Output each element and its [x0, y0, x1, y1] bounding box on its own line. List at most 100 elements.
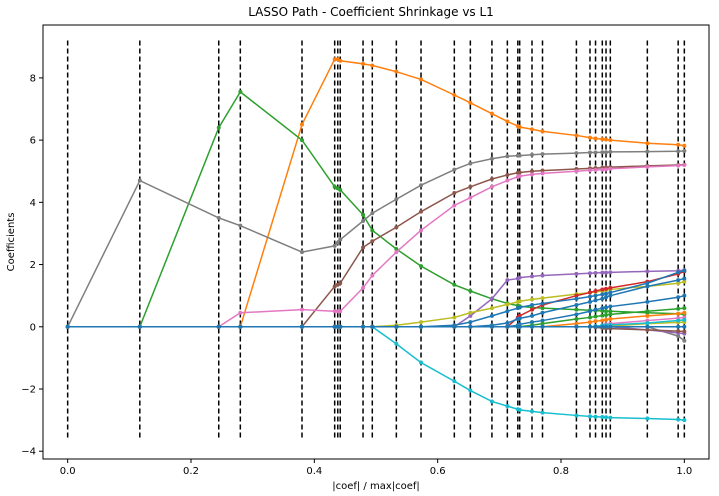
- series-2-point-14: [489, 156, 494, 161]
- series-4-point-12: [452, 203, 457, 208]
- series-9-point-14: [489, 313, 494, 318]
- series-8-point-21: [587, 290, 592, 295]
- series-2-point-7: [338, 237, 343, 242]
- series-5-point-25: [608, 415, 613, 420]
- series-4-point-19: [540, 171, 545, 176]
- series-0-point-11: [419, 77, 424, 82]
- series-13-point-22: [593, 319, 598, 324]
- x-tick-label-1: 0.2: [183, 466, 199, 477]
- series-5-point-10: [394, 341, 399, 346]
- series-2-point-20: [574, 151, 579, 156]
- series-6-point-23: [600, 270, 605, 275]
- series-4-point-22: [593, 167, 598, 172]
- series-2-point-23: [600, 150, 605, 155]
- series-0-point-9: [370, 63, 375, 68]
- series-8-point-18: [530, 307, 535, 312]
- series-13-point-23: [600, 318, 605, 323]
- series-12-point-21: [587, 315, 592, 320]
- series-6-point-22: [593, 270, 598, 275]
- series-11-point-23: [600, 306, 605, 311]
- series-15-point-27: [676, 334, 681, 339]
- series-1-point-23: [600, 308, 605, 313]
- series-4-point-28: [682, 163, 687, 167]
- x-tick-label-5: 1.0: [676, 466, 692, 477]
- series-0-point-25: [608, 138, 613, 143]
- series-11-point-25: [608, 304, 613, 309]
- series-20-point-1: [137, 324, 142, 329]
- series-20-point-27: [676, 324, 681, 329]
- series-0-point-14: [489, 111, 494, 116]
- series-17-point-27: [676, 329, 681, 334]
- series-7-point-18: [530, 297, 535, 302]
- series-12-point-25: [608, 312, 613, 317]
- series-5-point-18: [530, 409, 535, 414]
- series-3-point-19: [540, 168, 545, 173]
- series-0-point-23: [600, 137, 605, 142]
- series-9-point-25: [608, 290, 613, 295]
- series-1-point-24: [604, 309, 609, 314]
- series-5-point-27: [676, 417, 681, 422]
- series-5-point-17: [517, 407, 522, 412]
- series-0-point-7: [338, 58, 343, 63]
- series-15-point-28: [682, 338, 687, 343]
- series-9-point-17: [517, 305, 522, 310]
- chart-title: LASSO Path - Coefficient Shrinkage vs L1: [248, 5, 494, 19]
- series-20-point-8: [361, 324, 366, 329]
- series-9-point-23: [600, 292, 605, 297]
- series-0-point-26: [645, 141, 650, 146]
- series-2-point-26: [645, 149, 650, 154]
- series-4-point-24: [604, 167, 609, 172]
- series-0-point-27: [676, 142, 681, 147]
- series-9-point-13: [468, 320, 473, 325]
- series-0-point-20: [574, 133, 579, 138]
- series-20-point-13: [468, 324, 473, 329]
- series-9-point-24: [604, 291, 609, 296]
- series-3-point-7: [338, 281, 343, 286]
- series-8-point-23: [600, 287, 605, 292]
- series-10-point-28: [682, 276, 687, 281]
- series-0-point-17: [517, 125, 522, 130]
- series-4-point-15: [505, 178, 510, 183]
- series-2-point-12: [452, 167, 457, 172]
- series-5-point-24: [604, 415, 609, 420]
- series-6-point-25: [608, 270, 613, 275]
- series-2-point-13: [468, 161, 473, 166]
- y-axis-label: Coefficients: [6, 213, 17, 272]
- series-13-point-20: [574, 321, 579, 326]
- series-6-point-26: [645, 269, 650, 274]
- series-6-point-21: [587, 271, 592, 276]
- series-5-point-11: [419, 360, 424, 365]
- series-17-point-28: [682, 329, 687, 334]
- series-10-point-22: [593, 298, 598, 303]
- series-13-point-24: [604, 317, 609, 322]
- series-19-point-27: [676, 318, 681, 323]
- series-3-point-15: [505, 172, 510, 177]
- series-4-point-8: [361, 285, 366, 290]
- series-20-point-9: [370, 324, 375, 329]
- series-8-point-24: [604, 286, 609, 291]
- series-4-point-7: [338, 309, 343, 314]
- series-2-point-17: [517, 153, 522, 158]
- x-tick-label-3: 0.6: [430, 466, 446, 477]
- series-5-point-14: [489, 399, 494, 404]
- series-4-point-25: [608, 166, 613, 171]
- series-4-point-3: [238, 310, 243, 315]
- series-5-point-22: [593, 414, 598, 419]
- series-12-point-24: [604, 312, 609, 317]
- series-3-point-5: [332, 284, 337, 289]
- series-11-point-19: [540, 318, 545, 323]
- series-6-point-15: [505, 278, 510, 283]
- series-9-point-19: [540, 301, 545, 306]
- series-20: [65, 324, 687, 329]
- series-20-point-26: [645, 324, 650, 329]
- series-4-point-26: [645, 164, 650, 169]
- series-9-point-21: [587, 294, 592, 299]
- series-20-point-11: [419, 324, 424, 329]
- series-2-point-11: [419, 183, 424, 188]
- series-10-point-17: [517, 316, 522, 321]
- series-12-point-26: [645, 309, 650, 314]
- x-tick-label-2: 0.4: [306, 466, 322, 477]
- y-tick-label-6: 8: [30, 73, 36, 84]
- series-group: [65, 57, 687, 423]
- series-12-point-28: [682, 306, 687, 311]
